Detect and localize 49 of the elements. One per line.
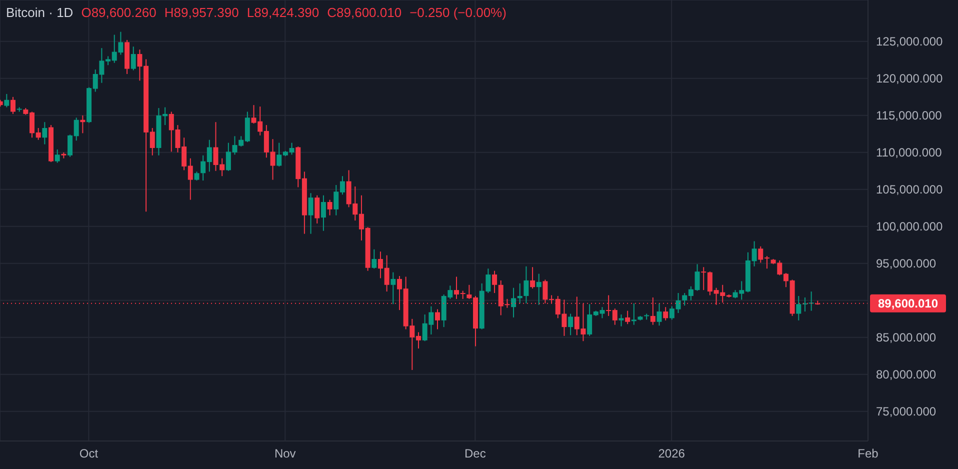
candlestick	[320, 194, 326, 232]
x-tick-label: Feb	[858, 446, 879, 461]
chart-title: Bitcoin · 1D	[6, 5, 74, 20]
candlestick	[568, 313, 574, 336]
candlestick	[625, 310, 630, 325]
x-tick-label: 2026	[658, 446, 686, 461]
y-tick-label: 80,000.000	[876, 368, 936, 382]
y-tick-label: 85,000.000	[876, 330, 936, 345]
candlestick	[656, 302, 662, 326]
candlestick	[511, 287, 516, 318]
y-tick-label: 120,000.000	[876, 72, 944, 86]
candlestick	[54, 148, 60, 164]
candlestick	[4, 93, 10, 108]
candlestick	[631, 302, 636, 326]
candlestick	[536, 273, 542, 306]
candlestick	[517, 282, 522, 304]
x-tick-label: Oct	[79, 446, 99, 461]
y-tick-label: 75,000.000	[876, 404, 936, 419]
y-tick-label: 100,000.000	[876, 220, 944, 234]
candlestick	[492, 270, 498, 294]
candlestick	[372, 248, 377, 270]
candlestick	[80, 114, 86, 134]
candlestick	[42, 122, 48, 145]
candlestick	[130, 46, 136, 71]
candlestick	[314, 194, 320, 224]
candlestick	[808, 291, 814, 312]
candlestick	[327, 199, 332, 216]
annotation: L89,424.390	[246, 5, 320, 20]
candlestick	[524, 266, 529, 304]
ref-line-label: 89,600.010	[878, 296, 938, 310]
candlestick	[701, 266, 706, 291]
annotation: O89,600.260	[81, 5, 156, 20]
y-tick-label: 110,000.000	[876, 146, 942, 160]
candlestick	[390, 272, 396, 305]
annotation: H89,957.390	[164, 5, 239, 20]
y-tick-label: 115,000.000	[876, 108, 942, 123]
x-tick-label: Nov	[274, 446, 296, 461]
candlestick	[10, 96, 16, 114]
y-tick-label: 105,000.000	[876, 182, 944, 197]
y-tick-label: 125,000.000	[876, 34, 944, 49]
annotation: C89,600.010	[327, 5, 402, 20]
candlestick	[308, 192, 314, 234]
annotation: −0.250 (−0.00%)	[410, 5, 506, 20]
x-tick-label: Dec	[464, 446, 486, 461]
candlestick	[618, 314, 624, 327]
candlestick	[663, 306, 668, 321]
candlestick	[530, 266, 536, 290]
y-tick-label: 95,000.000	[876, 256, 936, 271]
candlestick	[435, 308, 440, 330]
